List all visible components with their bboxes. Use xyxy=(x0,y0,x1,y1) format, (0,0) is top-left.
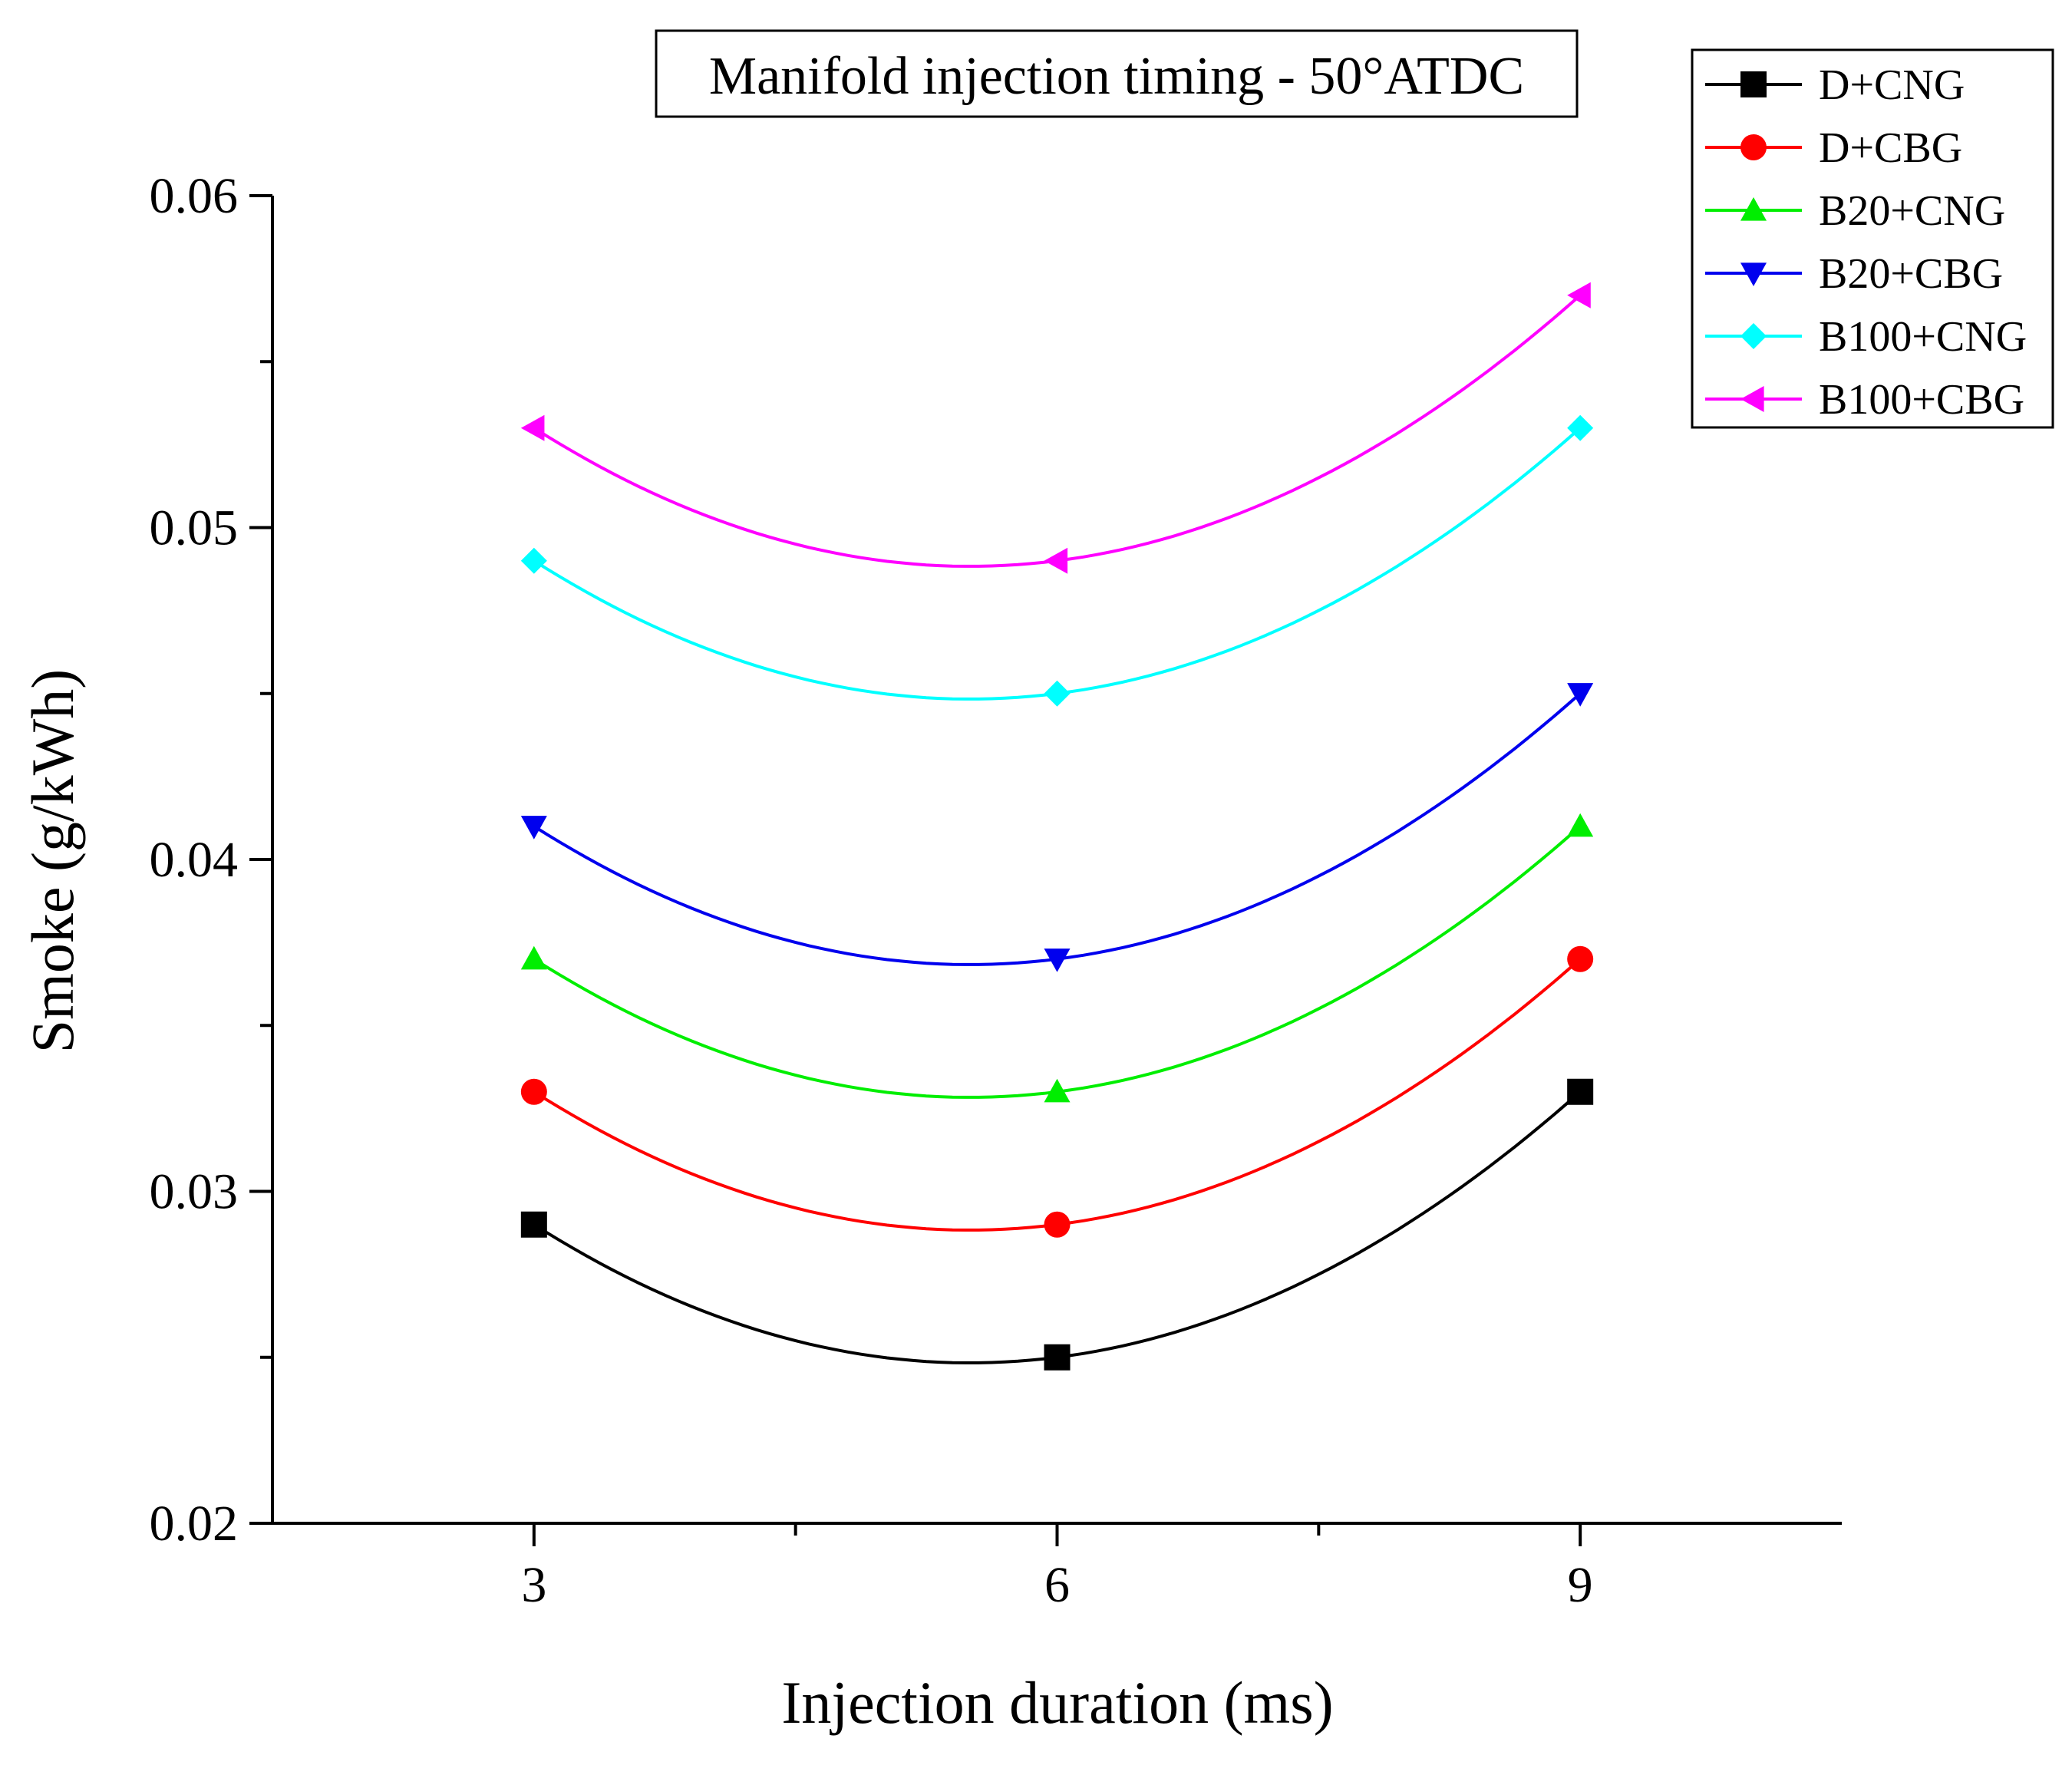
x-axis-title: Injection duration (ms) xyxy=(781,1669,1333,1736)
data-point-d-cng xyxy=(520,1211,547,1238)
data-point-b100-cng xyxy=(1044,680,1071,707)
data-point-d-cng xyxy=(1567,1078,1594,1105)
legend-frame xyxy=(1691,48,2054,429)
legend-label-b20-cbg: B20+CBG xyxy=(1819,250,2003,298)
data-point-d-cbg xyxy=(1567,945,1594,972)
chart-title-box: Manifold injection timing - 50°ATDC xyxy=(655,29,1579,118)
legend-marker-b20-cbg xyxy=(1740,262,1767,286)
chart-title-frame xyxy=(655,29,1579,118)
legend-label-b100-cbg: B100+CBG xyxy=(1819,376,2024,424)
legend-marker-d-cbg xyxy=(1740,134,1767,160)
legend: D+CNG D+CBG B20+CNG B20+CBG B100+CNG B100+CBG xyxy=(1691,48,2054,429)
x-tick-label: 3 xyxy=(521,1557,546,1613)
data-point-b20-cbg xyxy=(1567,683,1594,707)
legend-marker-b20-cng xyxy=(1740,197,1767,221)
data-point-b20-cng xyxy=(1567,813,1594,837)
plot-area: 0.02 0.03 0.04 0.05 0.06 3 6 9 xyxy=(150,168,1842,1613)
data-point-b20-cng xyxy=(520,945,547,970)
data-point-b100-cng xyxy=(520,547,547,574)
y-tick-label: 0.04 xyxy=(150,832,239,888)
legend-marker-d-cng xyxy=(1740,71,1767,97)
chart-title: Manifold injection timing - 50°ATDC xyxy=(709,47,1524,106)
data-point-b20-cbg xyxy=(1044,948,1071,972)
x-tick-label: 6 xyxy=(1044,1557,1070,1613)
data-point-b100-cbg xyxy=(1567,282,1591,308)
legend-label-b100-cng: B100+CNG xyxy=(1819,313,2027,361)
data-point-b100-cbg xyxy=(520,414,545,441)
legend-label-b20-cng: B20+CNG xyxy=(1819,187,2005,235)
data-point-b100-cbg xyxy=(1044,547,1068,574)
data-point-b20-cbg xyxy=(520,816,547,840)
legend-marker-b100-cbg xyxy=(1740,386,1764,412)
data-point-d-cbg xyxy=(520,1078,547,1105)
y-tick-label: 0.05 xyxy=(150,500,239,556)
legend-label-d-cbg: D+CBG xyxy=(1819,124,1962,172)
y-tick-label: 0.02 xyxy=(150,1496,239,1552)
data-point-d-cng xyxy=(1044,1344,1071,1371)
y-tick-label: 0.03 xyxy=(150,1164,239,1220)
legend-marker-b100-cng xyxy=(1740,323,1767,349)
data-point-d-cbg xyxy=(1044,1211,1071,1238)
legend-label-d-cng: D+CNG xyxy=(1819,61,1965,109)
x-tick-label: 9 xyxy=(1568,1557,1593,1613)
y-tick-label: 0.06 xyxy=(150,168,239,224)
data-point-b20-cng xyxy=(1044,1078,1071,1103)
data-point-b100-cng xyxy=(1567,414,1594,441)
y-axis-title: Smoke (g/kWh) xyxy=(19,669,86,1053)
